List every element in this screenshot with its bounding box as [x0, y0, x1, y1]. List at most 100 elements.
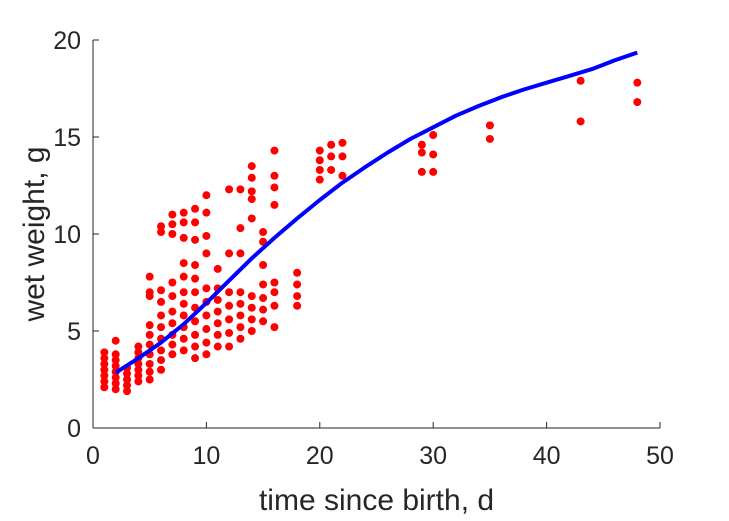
data-point: [168, 230, 177, 238]
data-point: [202, 311, 211, 320]
data-point: [213, 295, 222, 304]
data-point: [270, 323, 279, 332]
data-point: [293, 292, 302, 301]
data-point: [270, 200, 279, 209]
data-point: [157, 323, 166, 332]
data-point: [179, 334, 188, 343]
data-point: [179, 288, 188, 297]
data-point: [191, 204, 200, 213]
data-point: [191, 330, 200, 339]
data-point: [202, 191, 211, 200]
y-ticks: 0 5 10 15 20: [53, 27, 99, 443]
data-point: [134, 359, 143, 368]
data-point: [191, 288, 200, 297]
data-point: [179, 233, 188, 242]
data-point: [247, 315, 256, 324]
data-point: [293, 268, 302, 277]
data-point: [259, 305, 268, 314]
data-point: [134, 365, 143, 374]
data-point: [100, 359, 109, 368]
data-point: [247, 162, 256, 171]
data-point: [168, 220, 177, 229]
data-point: [213, 330, 222, 339]
data-point: [145, 321, 154, 330]
data-point: [145, 340, 154, 349]
data-point: [236, 311, 245, 320]
data-point: [145, 330, 154, 339]
data-point: [157, 356, 166, 365]
data-point: [429, 167, 438, 176]
data-point: [485, 121, 494, 130]
data-point: [100, 377, 109, 386]
data-point: [315, 146, 324, 155]
data-point: [111, 379, 120, 388]
data-point: [168, 210, 177, 219]
x-ticks: 0 10 20 30 40 50: [86, 422, 674, 470]
data-point: [168, 319, 177, 328]
data-point: [270, 183, 279, 192]
data-point: [236, 334, 245, 343]
data-point: [202, 284, 211, 293]
data-point: [259, 280, 268, 289]
fit-curve: [114, 50, 638, 375]
data-point: [179, 208, 188, 217]
data-point: [315, 175, 324, 184]
data-point: [247, 195, 256, 204]
data-point: [338, 171, 347, 180]
data-point: [111, 373, 120, 382]
x-tick-label: 30: [419, 442, 447, 470]
data-point: [247, 173, 256, 182]
data-point: [100, 371, 109, 380]
data-point: [270, 146, 279, 155]
data-point: [225, 185, 234, 194]
data-point: [111, 385, 120, 394]
data-point: [270, 288, 279, 297]
data-point: [111, 336, 120, 345]
scatter-points: [100, 76, 642, 396]
data-point: [157, 365, 166, 374]
data-point: [179, 218, 188, 227]
data-point: [225, 288, 234, 297]
data-point: [157, 228, 166, 237]
data-point: [236, 288, 245, 297]
y-tick-label: 15: [53, 124, 81, 152]
data-point: [417, 148, 426, 157]
data-point: [145, 367, 154, 376]
data-point: [236, 249, 245, 258]
data-point: [270, 278, 279, 287]
data-point: [191, 274, 200, 283]
data-point: [270, 171, 279, 180]
data-point: [111, 356, 120, 365]
x-tick-label: 10: [192, 442, 220, 470]
data-point: [338, 152, 347, 161]
data-point: [123, 387, 132, 396]
data-point: [259, 294, 268, 303]
data-point: [145, 359, 154, 368]
data-point: [417, 140, 426, 149]
data-point: [259, 317, 268, 326]
data-point: [485, 134, 494, 143]
data-point: [145, 272, 154, 281]
data-point: [168, 307, 177, 316]
data-point: [179, 272, 188, 281]
data-point: [134, 348, 143, 357]
data-point: [134, 342, 143, 351]
data-point: [576, 76, 585, 85]
data-point: [236, 185, 245, 194]
data-point: [179, 346, 188, 355]
data-point: [213, 307, 222, 316]
data-point: [293, 280, 302, 289]
data-point: [157, 311, 166, 320]
data-point: [327, 165, 336, 174]
data-point: [157, 286, 166, 295]
data-point: [293, 301, 302, 310]
x-axis-label: time since birth, d: [259, 484, 494, 517]
data-point: [191, 317, 200, 326]
data-point: [179, 311, 188, 320]
data-point: [259, 261, 268, 270]
data-point: [225, 249, 234, 258]
data-point: [191, 354, 200, 363]
data-point: [168, 350, 177, 359]
data-point: [429, 131, 438, 140]
data-point: [145, 375, 154, 384]
